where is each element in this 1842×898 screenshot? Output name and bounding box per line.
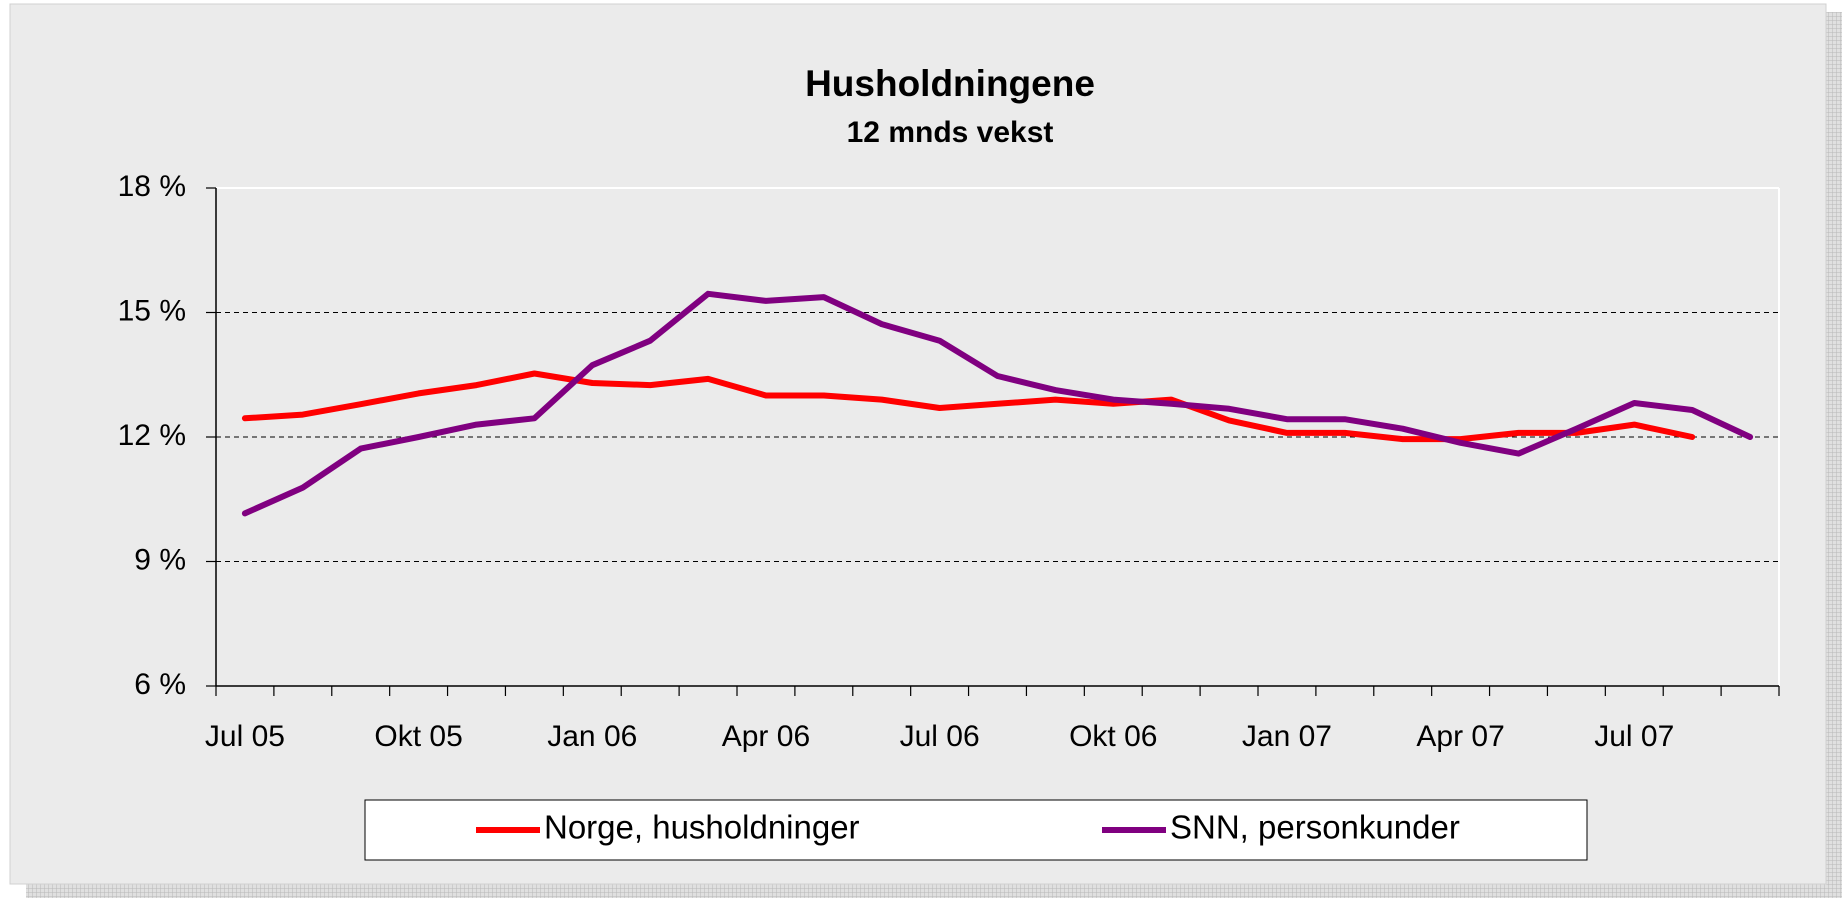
y-tick-label: 9 % (134, 543, 186, 576)
x-tick-label: Okt 05 (374, 720, 462, 753)
x-tick-label: Apr 06 (722, 720, 810, 753)
y-tick-label: 18 % (118, 170, 186, 203)
legend-label: Norge, husholdninger (544, 809, 860, 846)
chart-area (9, 3, 1827, 885)
x-tick-label: Jan 06 (547, 720, 637, 753)
x-tick-label: Jul 07 (1594, 720, 1674, 753)
series-line (241, 290, 1754, 517)
legend-box (364, 799, 1588, 861)
chart-subtitle: 12 mnds vekst (847, 116, 1054, 149)
x-tick-label: Apr 07 (1416, 720, 1504, 753)
x-tick-label: Jan 07 (1242, 720, 1332, 753)
y-tick-label: 6 % (134, 668, 186, 701)
x-tick-label: Okt 06 (1069, 720, 1157, 753)
legend-label: SNN, personkunder (1170, 809, 1460, 846)
x-tick-label: Jul 05 (205, 720, 285, 753)
x-tick-label: Jul 06 (900, 720, 980, 753)
chart-title: Husholdningene (805, 63, 1095, 104)
y-tick-label: 15 % (118, 294, 186, 327)
y-tick-label: 12 % (118, 419, 186, 452)
